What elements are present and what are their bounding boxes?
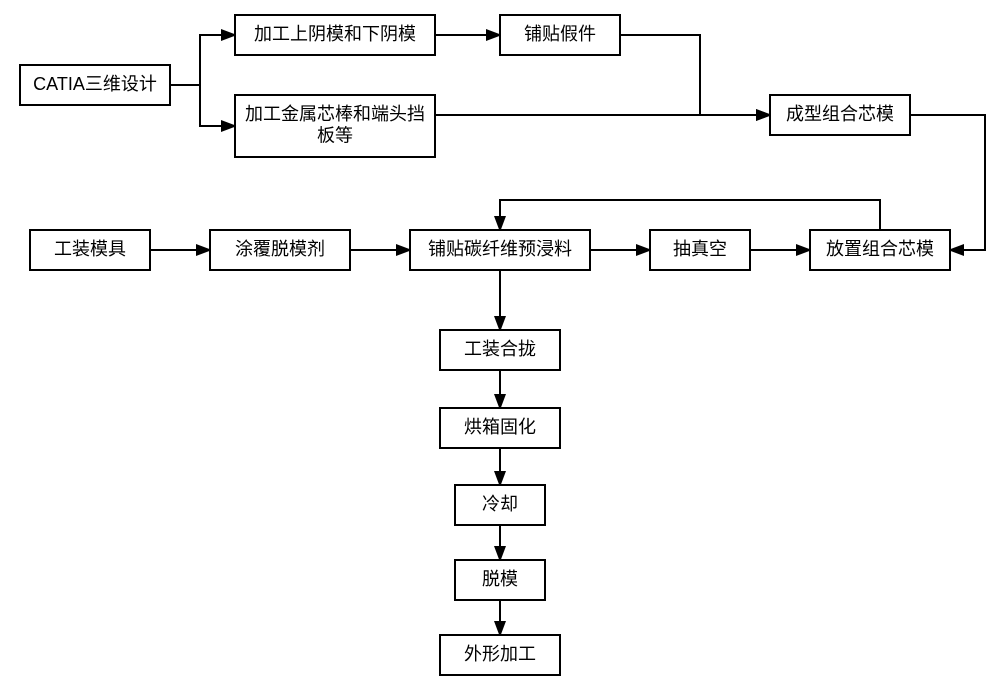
node-oven_cure-label-0: 烘箱固化 bbox=[464, 417, 536, 437]
node-demold-label-0: 脱模 bbox=[482, 569, 518, 589]
edge-place_core-prepreg bbox=[500, 200, 880, 230]
edge-catia-metal_core bbox=[170, 85, 235, 126]
node-vacuum: 抽真空 bbox=[650, 230, 750, 270]
node-place_core-label-0: 放置组合芯模 bbox=[826, 239, 934, 259]
node-combo_core: 成型组合芯模 bbox=[770, 95, 910, 135]
node-tooling_mold-label-0: 工装模具 bbox=[54, 239, 126, 259]
node-fake_piece-label-0: 铺贴假件 bbox=[524, 24, 596, 44]
node-catia-label-0: CATIA三维设计 bbox=[33, 74, 157, 94]
node-machining-label-0: 外形加工 bbox=[464, 644, 536, 664]
edge-catia-upper_lower bbox=[170, 35, 235, 85]
node-catia: CATIA三维设计 bbox=[20, 65, 170, 105]
node-cooling: 冷却 bbox=[455, 485, 545, 525]
node-fake_piece: 铺贴假件 bbox=[500, 15, 620, 55]
node-metal_core: 加工金属芯棒和端头挡板等 bbox=[235, 95, 435, 157]
node-release_agent: 涂覆脱模剂 bbox=[210, 230, 350, 270]
node-cooling-label-0: 冷却 bbox=[482, 494, 518, 514]
node-metal_core-label-1: 板等 bbox=[317, 126, 353, 146]
node-demold: 脱模 bbox=[455, 560, 545, 600]
node-tooling_mold: 工装模具 bbox=[30, 230, 150, 270]
node-vacuum-label-0: 抽真空 bbox=[673, 239, 727, 259]
node-machining: 外形加工 bbox=[440, 635, 560, 675]
edge-fake_piece-combo_core bbox=[620, 35, 770, 115]
node-close_tool: 工装合拢 bbox=[440, 330, 560, 370]
flowchart-canvas: CATIA三维设计加工上阴模和下阴模加工金属芯棒和端头挡板等铺贴假件成型组合芯模… bbox=[0, 0, 1000, 686]
node-metal_core-label-0: 加工金属芯棒和端头挡 bbox=[245, 104, 425, 124]
node-place_core: 放置组合芯模 bbox=[810, 230, 950, 270]
node-prepreg: 铺贴碳纤维预浸料 bbox=[410, 230, 590, 270]
node-prepreg-label-0: 铺贴碳纤维预浸料 bbox=[428, 239, 572, 259]
node-upper_lower: 加工上阴模和下阴模 bbox=[235, 15, 435, 55]
node-release_agent-label-0: 涂覆脱模剂 bbox=[235, 239, 325, 259]
node-upper_lower-label-0: 加工上阴模和下阴模 bbox=[254, 24, 416, 44]
node-combo_core-label-0: 成型组合芯模 bbox=[786, 104, 894, 124]
node-oven_cure: 烘箱固化 bbox=[440, 408, 560, 448]
node-close_tool-label-0: 工装合拢 bbox=[464, 339, 536, 359]
